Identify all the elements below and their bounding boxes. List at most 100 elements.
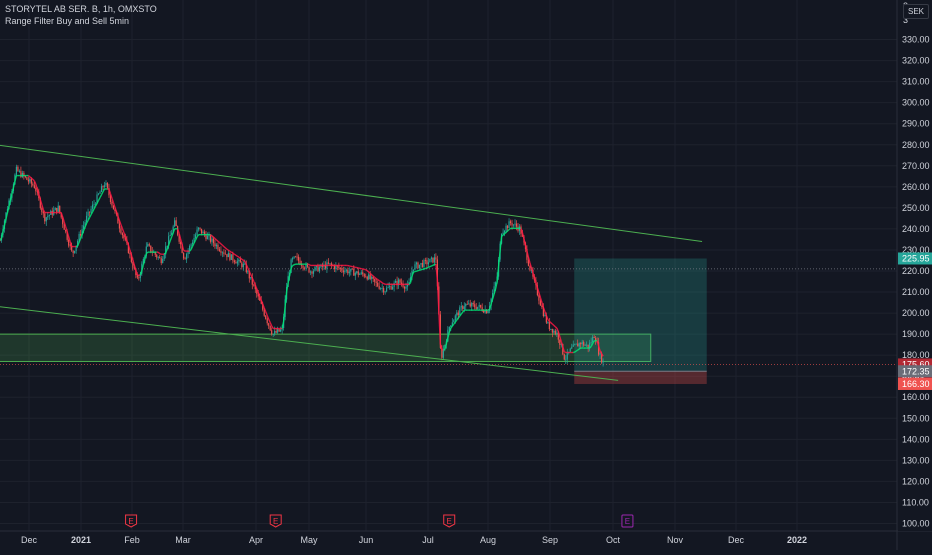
candle-body [47, 216, 48, 217]
candle-body [479, 305, 480, 307]
range-filter-segment [379, 281, 380, 282]
range-filter-segment [509, 228, 510, 229]
candle-body [565, 359, 566, 360]
candle-body [353, 269, 354, 276]
candle-body [413, 269, 414, 270]
time-tick-label: Oct [606, 535, 621, 545]
candle-body [419, 265, 420, 268]
candle-body [270, 326, 271, 330]
range-filter-segment [309, 264, 310, 265]
range-filter-segment [31, 178, 32, 179]
candle-body [364, 274, 365, 276]
candle-body [207, 236, 208, 239]
range-filter-segment [503, 234, 504, 235]
candle-body [93, 204, 94, 205]
range-filter-segment [184, 250, 185, 251]
candle-body [420, 263, 421, 265]
range-filter-segment [551, 323, 552, 324]
range-filter-segment [76, 246, 77, 247]
candle-body [547, 322, 548, 323]
candle-body [579, 343, 580, 346]
range-filter-segment [233, 253, 234, 254]
price-tick-label: 260.00 [902, 182, 930, 192]
candle-body [422, 263, 423, 267]
price-tick-label: 110.00 [902, 497, 929, 507]
candle-body [591, 342, 592, 343]
candle-body [507, 226, 508, 228]
candle-body [564, 354, 565, 359]
candle-body [594, 337, 595, 338]
candle-body [273, 334, 274, 335]
range-filter-segment [218, 241, 219, 242]
price-axis[interactable]: 100.00110.00120.00130.00140.00150.00160.… [898, 0, 932, 531]
candle-body [417, 263, 418, 269]
candle-body [423, 260, 424, 267]
candle-body [476, 307, 477, 309]
symbol-title[interactable]: STORYTEL AB SER. B, 1h, OMXSTO [5, 3, 157, 15]
candle-body [379, 286, 380, 289]
time-tick-label: Dec [728, 535, 745, 545]
range-filter-segment [216, 240, 217, 241]
candle-body [338, 266, 339, 268]
candle-body [162, 259, 163, 263]
candle-body [313, 271, 314, 274]
target-zone[interactable] [574, 258, 706, 371]
candle-body [574, 344, 575, 345]
range-filter-segment [243, 260, 244, 261]
candle-body [335, 266, 336, 269]
candle-body [147, 244, 148, 246]
range-filter-segment [213, 237, 214, 238]
candle-body [395, 281, 396, 283]
candle-body [216, 245, 217, 246]
candle-body [35, 188, 36, 191]
price-badge-text-entry: 172.35 [902, 366, 930, 376]
candle-body [276, 331, 277, 333]
candle-body [502, 233, 503, 234]
indicator-title[interactable]: Range Filter Buy and Sell 5min [5, 15, 157, 27]
candle-body [459, 307, 460, 315]
support-zone[interactable] [0, 334, 651, 361]
price-tick-label: 330.00 [902, 35, 930, 45]
candle-body [474, 304, 475, 307]
candle-body [344, 271, 345, 273]
candle-body [429, 259, 430, 263]
earnings-marker[interactable]: E [126, 515, 137, 527]
candle-body [582, 342, 583, 344]
candle-body [149, 244, 150, 245]
earnings-marker[interactable]: E [622, 515, 633, 527]
time-tick-label: May [300, 535, 318, 545]
chart-legend: STORYTEL AB SER. B, 1h, OMXSTO Range Fil… [5, 3, 157, 27]
candle-body [226, 254, 227, 257]
candle-body [399, 280, 400, 283]
candle-body [238, 260, 239, 262]
candle-body [219, 249, 220, 250]
candle-body [195, 235, 196, 238]
currency-badge[interactable]: SEK [903, 4, 929, 19]
range-filter-segment [382, 283, 383, 284]
time-tick-label: Aug [480, 535, 496, 545]
candle-body [361, 272, 362, 274]
range-filter-segment [506, 231, 507, 232]
candle-body [164, 254, 165, 259]
candle-body [59, 206, 60, 213]
candle-body [356, 271, 357, 273]
candle-body [470, 304, 471, 307]
candle-body [17, 167, 18, 171]
candle-body [302, 266, 303, 268]
range-filter-segment [30, 177, 31, 178]
earnings-marker[interactable]: E [270, 515, 281, 527]
price-tick-label: 310.00 [902, 77, 930, 87]
earnings-marker[interactable]: E [444, 515, 455, 527]
candle-body [314, 267, 315, 271]
candle-body [383, 288, 384, 292]
candle-body [186, 254, 187, 259]
price-badge-text-target: 225.95 [902, 253, 930, 263]
candle-body [549, 322, 550, 329]
candle-body [544, 315, 545, 316]
earnings-marker-label: E [625, 517, 630, 526]
candle-body [217, 245, 218, 250]
candle-body [585, 345, 586, 346]
candle-body [362, 272, 363, 274]
